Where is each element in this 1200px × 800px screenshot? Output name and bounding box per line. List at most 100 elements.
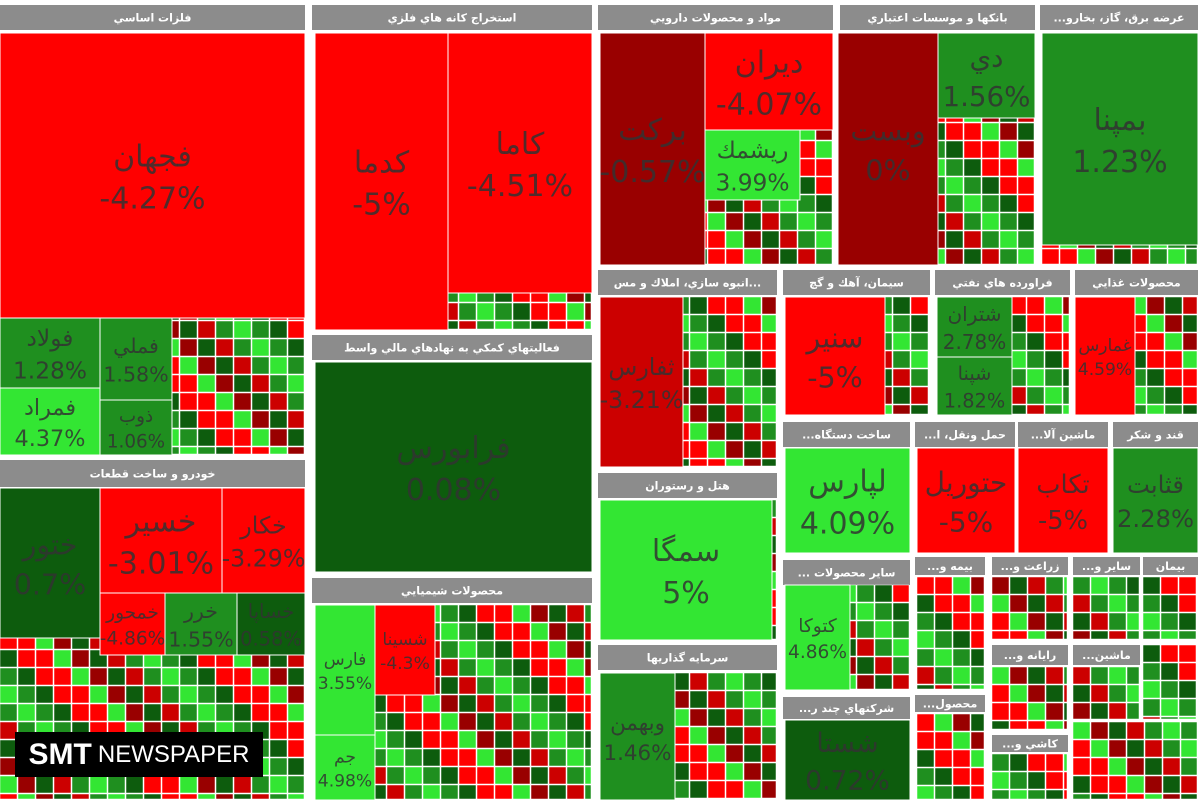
stock-cell [458, 766, 477, 785]
tile-rect [916, 447, 1016, 554]
stock-cell [689, 350, 708, 369]
stock-change: -5% [1038, 506, 1088, 536]
tile-rect [99, 592, 166, 656]
stock-cell [1108, 757, 1127, 776]
stock-cell [1178, 594, 1197, 613]
stock-cell [761, 726, 777, 745]
stock-cell [916, 731, 935, 750]
stock-cell [197, 320, 216, 339]
stock-change: -4.51% [467, 169, 573, 204]
stock-cell [530, 730, 549, 749]
stock-cell [991, 594, 1010, 613]
stock-cell [1062, 332, 1070, 351]
stock-cell [548, 730, 567, 749]
sector-title: محصولات شيميايي [401, 585, 503, 598]
stock-cell [707, 780, 726, 799]
stock-cell [761, 212, 780, 231]
stock-cell [934, 749, 953, 768]
stock-cell [1182, 332, 1198, 351]
stock-name: فجهان [113, 140, 192, 175]
stock-cell [386, 712, 405, 731]
stock-cell [1027, 684, 1046, 703]
stock-cell [1113, 248, 1132, 265]
stock-cell [910, 404, 929, 415]
stock-cell [530, 766, 549, 785]
sector-title: مواد و محصولات دارويي [650, 12, 781, 25]
stock-cell [494, 712, 513, 731]
stock-cell [476, 622, 495, 641]
stock-cell [17, 685, 36, 704]
stock-cell [970, 713, 985, 732]
stock-cell [963, 248, 982, 265]
stock-cell [17, 649, 36, 668]
stock-cell [215, 793, 234, 800]
stock-cell [494, 730, 513, 749]
tile-rect [0, 32, 306, 319]
stock-cell [1045, 720, 1064, 730]
stock-cell [797, 212, 816, 231]
sector-title: محصولات غذايي [1092, 277, 1180, 290]
stock-cell [404, 784, 423, 800]
stock-cell [797, 248, 816, 265]
stock-cell [991, 684, 1010, 703]
stock-cell [689, 296, 708, 315]
stock-cell [725, 230, 744, 249]
stock-cell [761, 230, 780, 249]
stock-cell [233, 446, 252, 455]
stock-cell [1146, 332, 1165, 351]
stock-cell [287, 721, 305, 740]
stock-cell [251, 392, 270, 411]
stock-cell [970, 767, 985, 786]
stock-cell [161, 667, 180, 686]
stock-cell [1072, 612, 1091, 631]
stock-cell [1044, 296, 1063, 315]
stock-cell [179, 667, 198, 686]
stock-tile: ريشمك 3.99% [704, 129, 801, 201]
stock-change: -5% [807, 360, 863, 394]
stock-cell [566, 766, 585, 785]
stock-cell [494, 784, 513, 800]
stock-cell [197, 793, 216, 800]
tile-rect [99, 317, 173, 401]
stock-cell [910, 350, 929, 369]
stock-cell [689, 314, 708, 333]
stock-cell [1108, 630, 1127, 640]
stock-cell [53, 685, 72, 704]
stock-cell [1160, 698, 1179, 717]
stock-cell [1045, 630, 1064, 640]
sector-title: سرمايه گذاريها [647, 652, 729, 665]
stock-cell [251, 320, 270, 339]
stock-cell [725, 762, 744, 781]
stock-cell [1072, 739, 1091, 758]
stock-cell [779, 212, 798, 231]
stock-cell [584, 694, 592, 713]
stock-cell [1063, 720, 1068, 730]
stock-cell [494, 604, 513, 623]
stock-cell [566, 694, 585, 713]
stock-cell [476, 640, 495, 659]
stock-cell [179, 374, 198, 393]
stock-cell [251, 356, 270, 375]
stock-cell [440, 640, 459, 659]
stock-cell [476, 694, 495, 713]
stock-cell [161, 685, 180, 704]
stock-tile: سمگا 5% [599, 499, 773, 641]
stock-cell [125, 793, 144, 800]
stock-cell [934, 630, 953, 649]
stock-cell [1126, 666, 1140, 685]
sector-header [783, 422, 910, 447]
sector-header [1073, 645, 1140, 665]
tile-rect [937, 32, 1036, 119]
stock-cell [1162, 721, 1181, 740]
sector-title: فراورده هاي نفتي [952, 277, 1052, 290]
stock-cell [215, 685, 234, 704]
stock-cell [1045, 753, 1064, 772]
stock-cell [233, 320, 252, 339]
stock-cell [179, 685, 198, 704]
stock-cell [251, 775, 270, 794]
stock-tile: شستا 0.72% [784, 719, 911, 800]
stock-cell [952, 612, 971, 631]
stock-cell [233, 410, 252, 429]
stock-cell [916, 749, 935, 768]
